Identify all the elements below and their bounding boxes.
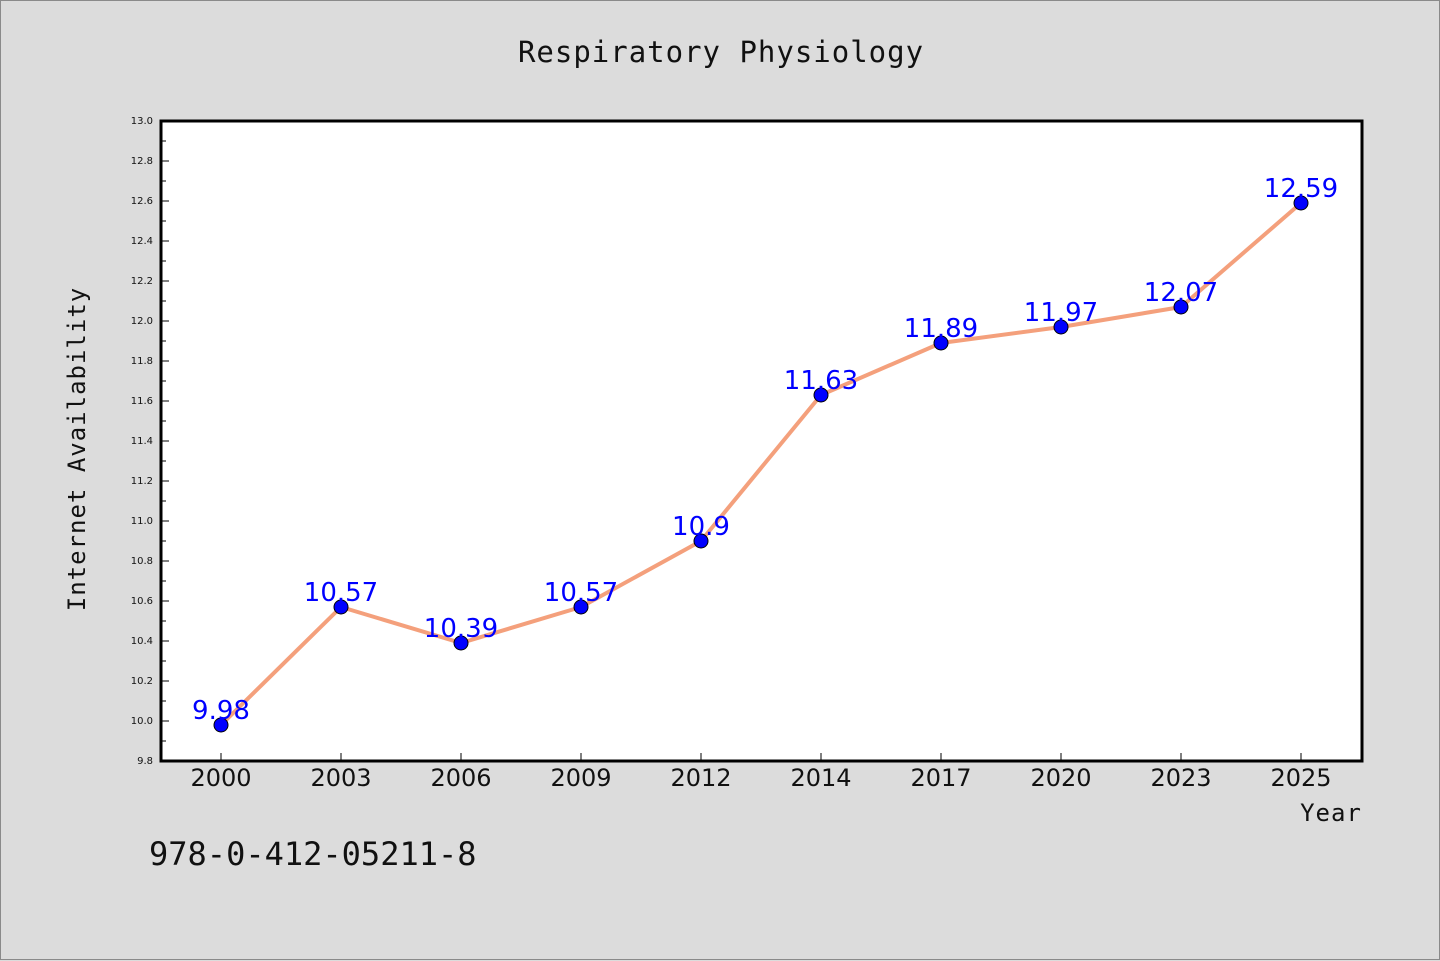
y-tick-label: 12.4 bbox=[131, 236, 153, 247]
y-tick-label: 11.6 bbox=[131, 396, 153, 407]
series-line bbox=[219, 201, 1303, 727]
data-label: 11.89 bbox=[904, 314, 978, 344]
y-tick-label: 10.6 bbox=[131, 596, 153, 607]
plot-area bbox=[159, 119, 1364, 763]
y-tick-label: 10.2 bbox=[131, 676, 153, 687]
y-tick-label: 12.0 bbox=[131, 316, 153, 327]
isbn-text: 978-0-412-05211-8 bbox=[149, 835, 477, 873]
y-axis: 9.8 10.0 10.2 10.4 10.6 10.8 11.0 11.2 11.4 11.6 1… bbox=[131, 116, 169, 767]
y-tick-label: 12.6 bbox=[131, 196, 153, 207]
x-tick-label: 2023 bbox=[1150, 764, 1211, 792]
y-tick-label: 13.0 bbox=[131, 116, 153, 127]
series-line-group bbox=[219, 201, 1303, 727]
x-axis-title: Year bbox=[1300, 799, 1362, 827]
x-tick-label: 2014 bbox=[790, 764, 851, 792]
data-point bbox=[333, 599, 349, 615]
data-point bbox=[1173, 299, 1189, 315]
x-tick-label: 2020 bbox=[1030, 764, 1091, 792]
data-point bbox=[573, 599, 589, 615]
x-axis: 2000 2003 2006 2009 2012 2014 2017 2020 2023 2025 bbox=[190, 753, 1332, 792]
y-tick-label: 11.0 bbox=[131, 516, 153, 527]
y-tick-label: 11.4 bbox=[131, 436, 153, 447]
y-tick-label: 9.8 bbox=[137, 756, 153, 767]
y-tick-label: 10.0 bbox=[131, 716, 153, 727]
data-point bbox=[453, 635, 469, 651]
y-tick-label: 10.8 bbox=[131, 556, 153, 567]
data-point bbox=[1053, 319, 1069, 335]
data-label: 12.59 bbox=[1264, 174, 1338, 204]
data-labels-group: 9.98 10.57 10.39 10.57 10.9 11.63 11.89 11.97 12… bbox=[192, 174, 1338, 726]
x-tick-label: 2003 bbox=[310, 764, 371, 792]
data-label: 10.57 bbox=[544, 578, 618, 608]
x-tick-label: 2012 bbox=[670, 764, 731, 792]
y-tick-label: 12.8 bbox=[131, 156, 153, 167]
data-label: 9.98 bbox=[192, 696, 250, 726]
y-axis-title: Internet Availability bbox=[63, 287, 91, 611]
x-tick-label: 2009 bbox=[550, 764, 611, 792]
y-tick-label: 11.2 bbox=[131, 476, 153, 487]
data-label: 10.9 bbox=[672, 512, 730, 542]
x-tick-label: 2017 bbox=[910, 764, 971, 792]
data-point bbox=[213, 717, 229, 733]
chart-title: Respiratory Physiology bbox=[517, 35, 925, 69]
x-tick-label: 2006 bbox=[430, 764, 491, 792]
y-tick-label: 12.2 bbox=[131, 276, 153, 287]
data-label: 10.57 bbox=[304, 578, 378, 608]
data-point bbox=[1293, 195, 1309, 211]
data-label: 11.63 bbox=[784, 366, 858, 396]
data-point bbox=[813, 387, 829, 403]
data-label: 10.39 bbox=[424, 614, 498, 644]
x-tick-label: 2000 bbox=[190, 764, 251, 792]
y-tick-label: 10.4 bbox=[131, 636, 153, 647]
series-points-group bbox=[213, 195, 1309, 733]
x-tick-label: 2025 bbox=[1270, 764, 1331, 792]
data-point bbox=[933, 335, 949, 351]
data-label: 12.07 bbox=[1144, 278, 1218, 308]
data-label: 11.97 bbox=[1024, 298, 1098, 328]
y-tick-label: 11.8 bbox=[131, 356, 153, 367]
data-point bbox=[693, 533, 709, 549]
